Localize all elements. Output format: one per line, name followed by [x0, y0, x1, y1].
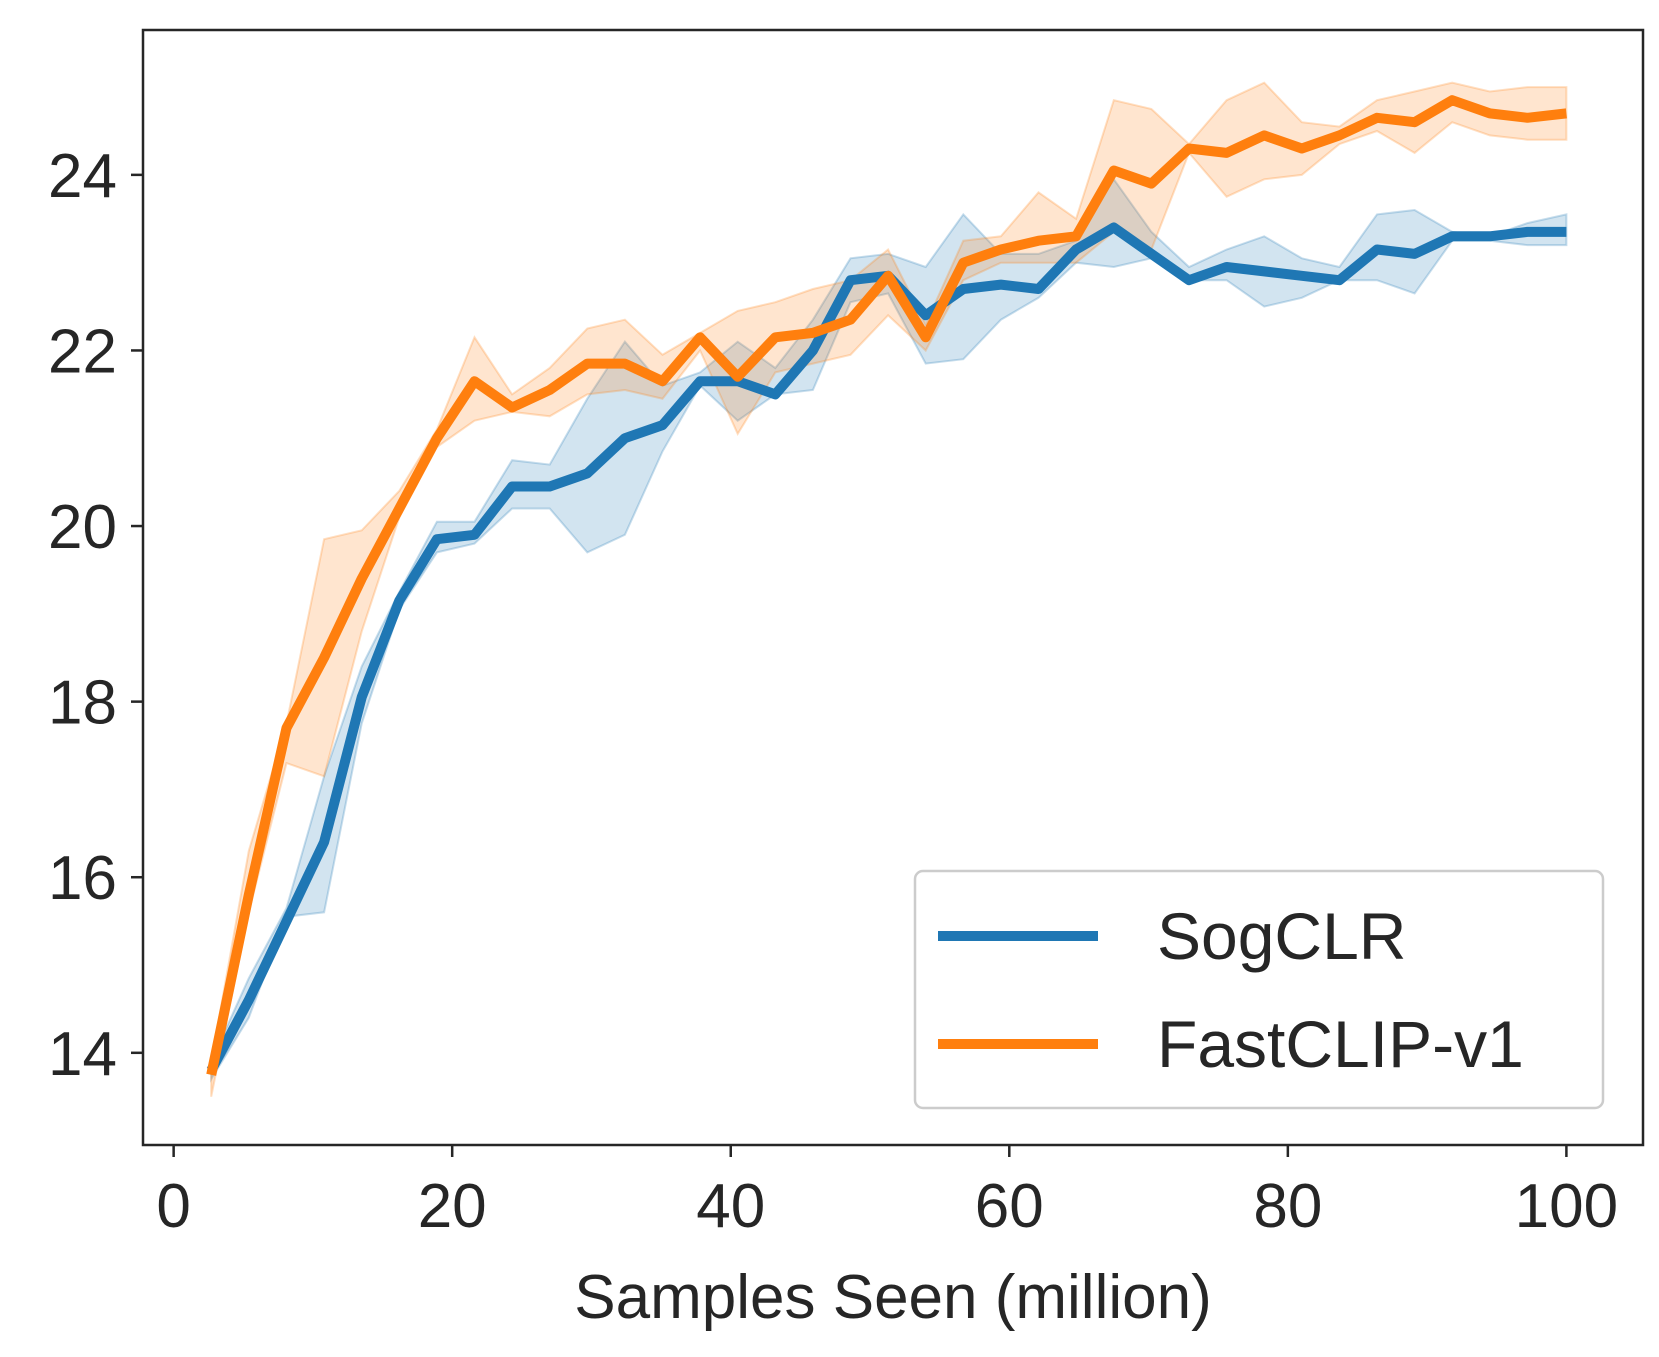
x-tick-label: 60: [975, 1172, 1044, 1241]
x-tick-label: 100: [1515, 1172, 1618, 1241]
x-tick-label: 80: [1253, 1172, 1322, 1241]
legend: SogCLR FastCLIP-v1: [915, 871, 1603, 1108]
y-tick-label: 18: [48, 669, 117, 738]
y-tick-label: 20: [48, 493, 117, 562]
x-tick-label: 40: [696, 1172, 765, 1241]
x-tick-label: 0: [156, 1172, 190, 1241]
x-tick-label: 20: [418, 1172, 487, 1241]
y-tick-label: 16: [48, 844, 117, 913]
fastclip-v1-legend-label: FastCLIP-v1: [1157, 1007, 1524, 1081]
x-axis-label: Samples Seen (million): [574, 1263, 1211, 1332]
sogclr-legend-label: SogCLR: [1157, 899, 1406, 973]
y-tick-label: 22: [48, 317, 117, 386]
y-tick-label: 14: [48, 1020, 117, 1089]
y-tick-label: 24: [48, 142, 117, 211]
